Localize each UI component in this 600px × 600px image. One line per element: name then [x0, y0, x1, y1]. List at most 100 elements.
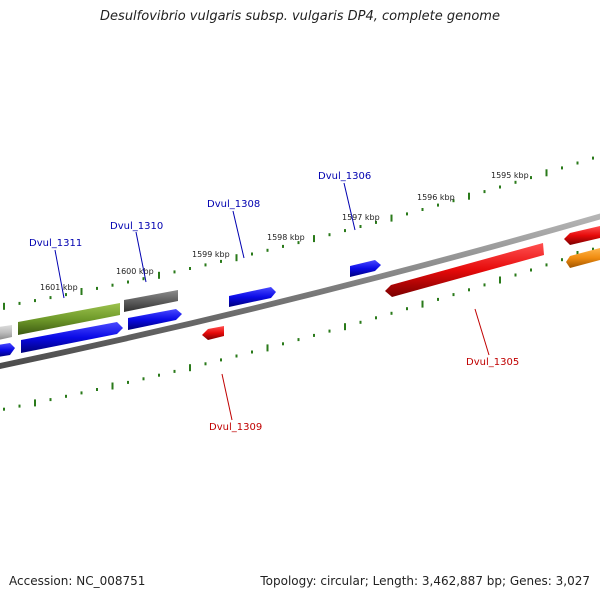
- minor-tick: [189, 267, 191, 270]
- map-title: Desulfovibrio vulgaris subsp. vulgaris D…: [100, 9, 500, 24]
- scale-label-1600: 1600 kbp: [116, 267, 154, 276]
- minor-tick: [344, 229, 346, 233]
- gene-label-leaders-reverse: [221, 308, 490, 421]
- minor-tick: [359, 225, 362, 228]
- minor-tick: [328, 233, 331, 237]
- minor-tick: [65, 394, 67, 398]
- minor-tick: [297, 241, 300, 245]
- major-tick: [158, 271, 160, 279]
- gene-label-dvul-1305[interactable]: Dvul_1305: [466, 357, 519, 368]
- minor-tick: [204, 263, 207, 267]
- scale-label-1598: 1598 kbp: [267, 233, 305, 242]
- minor-tick: [297, 338, 300, 342]
- gene-feature-orange[interactable]: [566, 248, 600, 268]
- minor-tick: [452, 293, 455, 297]
- minor-tick: [499, 185, 501, 189]
- gene-label-dvul-1308[interactable]: Dvul_1308: [207, 199, 260, 210]
- accession-text: Accession: NC_008751: [9, 574, 146, 588]
- minor-tick: [437, 203, 439, 207]
- major-tick: [80, 288, 83, 295]
- gene-feature-light-gray[interactable]: [0, 325, 12, 340]
- scale-label-1599: 1599 kbp: [192, 250, 230, 259]
- gene-feature-dvul-1308[interactable]: [229, 287, 276, 307]
- gene-label-dvul-1306[interactable]: Dvul_1306: [318, 171, 371, 182]
- major-tick: [499, 276, 501, 284]
- minor-tick: [375, 316, 377, 320]
- minor-tick: [65, 293, 67, 297]
- minor-tick: [561, 258, 563, 262]
- minor-tick: [49, 296, 52, 300]
- major-tick: [313, 235, 315, 243]
- gene-label-leaders-forward: [54, 182, 356, 299]
- minor-tick: [173, 369, 176, 373]
- genome-summary-text: Topology: circular; Length: 3,462,887 bp…: [260, 574, 590, 588]
- scale-label-1597: 1597 kbp: [342, 213, 380, 222]
- minor-tick: [437, 297, 439, 301]
- minor-tick: [173, 270, 176, 274]
- major-tick: [34, 399, 36, 407]
- minor-tick: [359, 320, 362, 324]
- gene-feature-red-right[interactable]: [564, 226, 600, 245]
- gene-feature-dvul-1311[interactable]: [18, 303, 120, 335]
- genome-backbone: [0, 213, 600, 369]
- minor-tick: [468, 288, 470, 292]
- minor-tick: [592, 247, 594, 251]
- minor-tick: [142, 277, 145, 281]
- scale-label-1595: 1595 kbp: [491, 171, 529, 180]
- minor-tick: [406, 212, 408, 216]
- minor-tick: [142, 377, 145, 381]
- gene-feature-blue-left[interactable]: [0, 343, 15, 357]
- minor-tick: [251, 350, 253, 354]
- gene-label-dvul-1310[interactable]: Dvul_1310: [110, 221, 163, 232]
- gene-label-dvul-1309[interactable]: Dvul_1309: [209, 422, 262, 433]
- major-tick: [111, 382, 114, 390]
- minor-tick: [545, 263, 548, 267]
- minor-tick: [282, 342, 284, 346]
- minor-tick: [328, 329, 331, 333]
- scale-label-1596: 1596 kbp: [417, 193, 455, 202]
- major-tick: [344, 323, 346, 331]
- gene-feature-blue-mid[interactable]: [128, 309, 182, 330]
- minor-tick: [266, 248, 269, 252]
- major-tick: [390, 214, 393, 222]
- minor-tick: [530, 176, 532, 180]
- minor-tick: [158, 373, 160, 377]
- inner-scale-ticks: [3, 247, 594, 411]
- scale-label-1601: 1601 kbp: [40, 283, 78, 292]
- minor-tick: [127, 280, 129, 284]
- minor-tick: [18, 301, 21, 305]
- major-tick: [266, 344, 269, 352]
- minor-tick: [49, 398, 52, 402]
- gene-label-dvul-1311[interactable]: Dvul_1311: [29, 238, 82, 249]
- gene-feature-dvul-1305[interactable]: [385, 243, 544, 297]
- gene-feature-dvul-1310[interactable]: [124, 290, 178, 312]
- gene-feature-dvul-1306[interactable]: [350, 260, 381, 277]
- minor-tick: [251, 252, 253, 256]
- minor-tick: [18, 404, 21, 408]
- minor-tick: [592, 156, 594, 160]
- minor-tick: [96, 286, 98, 290]
- minor-tick: [452, 199, 455, 203]
- minor-tick: [235, 354, 238, 358]
- minor-tick: [514, 273, 517, 277]
- minor-tick: [34, 299, 36, 303]
- minor-tick: [406, 307, 408, 311]
- major-tick: [468, 192, 470, 200]
- minor-tick: [282, 244, 284, 248]
- minor-tick: [530, 268, 532, 272]
- minor-tick: [390, 311, 393, 315]
- major-tick: [421, 300, 424, 308]
- minor-tick: [96, 388, 98, 391]
- gene-feature-blue-long[interactable]: [21, 322, 123, 353]
- gene-feature-dvul-1309[interactable]: [202, 326, 224, 340]
- major-tick: [545, 169, 548, 177]
- minor-tick: [483, 190, 486, 194]
- major-tick: [3, 302, 5, 310]
- minor-tick: [204, 362, 207, 366]
- minor-tick: [220, 259, 222, 263]
- minor-tick: [220, 358, 222, 362]
- minor-tick: [3, 407, 5, 411]
- minor-tick: [483, 283, 486, 287]
